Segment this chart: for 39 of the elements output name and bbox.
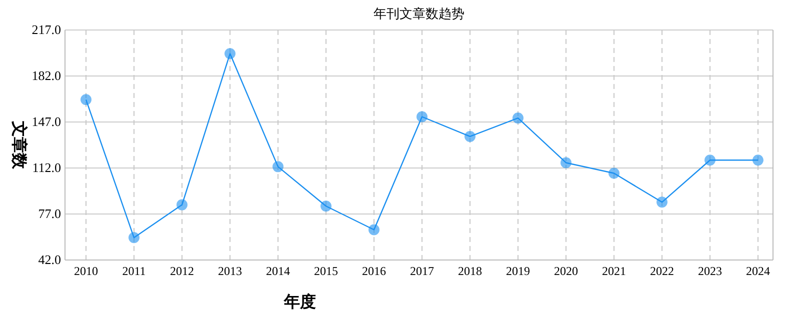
point bbox=[704, 154, 716, 166]
point bbox=[272, 161, 284, 172]
point bbox=[608, 168, 620, 179]
point bbox=[416, 111, 428, 122]
y-tick-label: 42.0 bbox=[38, 252, 61, 267]
x-tick-label: 2016 bbox=[362, 264, 386, 278]
point bbox=[560, 157, 572, 168]
y-tick-label: 217.0 bbox=[32, 22, 61, 37]
point bbox=[512, 112, 524, 124]
x-tick-label: 2022 bbox=[650, 264, 674, 278]
y-tick-label: 182.0 bbox=[32, 68, 61, 83]
point bbox=[752, 154, 764, 166]
x-tick-label: 2017 bbox=[410, 264, 434, 278]
point bbox=[656, 196, 668, 208]
x-tick-label: 2023 bbox=[698, 264, 722, 278]
x-axis-title: 年度 bbox=[283, 292, 316, 311]
x-tick-label: 2018 bbox=[458, 264, 482, 278]
point bbox=[320, 200, 332, 212]
y-axis-title: 文章数 bbox=[10, 120, 28, 170]
point bbox=[464, 130, 476, 142]
x-tick-label: 2019 bbox=[506, 264, 530, 278]
x-tick-label: 2015 bbox=[314, 264, 338, 278]
x-tick-label: 2021 bbox=[602, 264, 626, 278]
x-tick-label: 2024 bbox=[746, 264, 770, 278]
y-tick-label: 77.0 bbox=[38, 206, 61, 221]
x-tick-label: 2012 bbox=[170, 264, 194, 278]
x-tick-label: 2020 bbox=[554, 264, 578, 278]
chart-title: 年刊文章数趋势 bbox=[374, 6, 464, 21]
point bbox=[368, 224, 380, 236]
x-tick-label: 2014 bbox=[266, 264, 290, 278]
point bbox=[176, 199, 188, 210]
point bbox=[128, 232, 140, 244]
x-tick-label: 2013 bbox=[218, 264, 242, 278]
x-tick-label: 2010 bbox=[74, 264, 98, 278]
point bbox=[80, 94, 92, 106]
x-tick-label: 2011 bbox=[122, 264, 146, 278]
y-tick-label: 147.0 bbox=[32, 114, 61, 129]
y-tick-label: 112.0 bbox=[32, 160, 61, 175]
point bbox=[224, 48, 236, 60]
